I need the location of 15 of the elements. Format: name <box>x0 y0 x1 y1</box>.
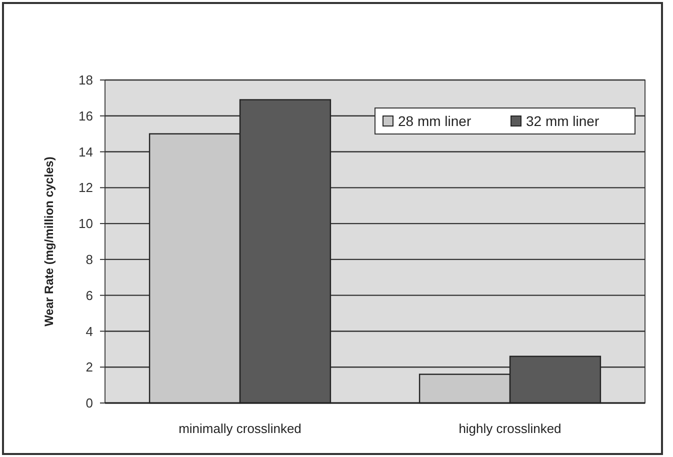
y-tick-label: 6 <box>86 288 93 303</box>
legend-label: 32 mm liner <box>526 112 600 129</box>
y-tick-label: 4 <box>86 324 93 339</box>
y-axis-title: Wear Rate (mg/million cycles) <box>42 156 56 326</box>
y-tick-label: 18 <box>78 72 93 88</box>
y-tick-label: 10 <box>78 216 93 232</box>
y-tick-label: 0 <box>86 396 93 411</box>
y-tick-label: 12 <box>78 180 93 196</box>
y-tick-label: 2 <box>86 360 93 375</box>
x-tick-label: minimally crosslinked <box>178 421 302 436</box>
y-tick-label: 16 <box>78 108 93 124</box>
x-tick-label: highly crosslinked <box>458 421 562 436</box>
y-tick-label: 8 <box>86 252 93 267</box>
legend-label: 28 mm liner <box>398 112 472 129</box>
y-tick-label: 14 <box>78 144 93 160</box>
